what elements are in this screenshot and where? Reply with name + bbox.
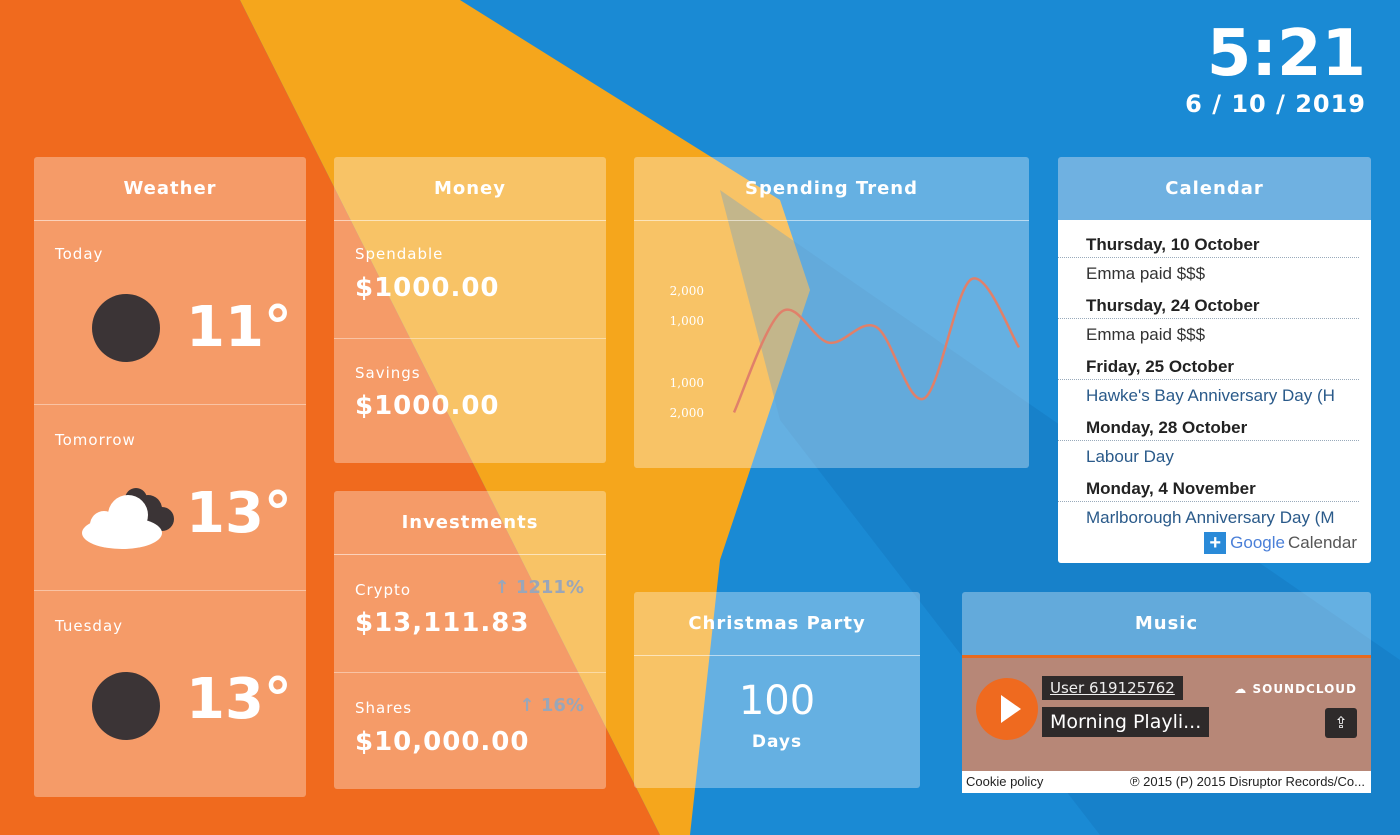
crypto-change-value: 1211% [515,577,584,598]
music-panel: Music User 619125762 Morning Playli... ☁… [962,592,1371,793]
share-button[interactable]: ⇪ [1325,708,1357,738]
crypto-label: Crypto [355,581,412,599]
investments-panel: Investments Crypto ↑ 1211% $13,111.83 Sh… [334,491,606,789]
moon-icon [92,294,160,362]
soundcloud-icon: ☁ [1234,682,1253,696]
google-wordmark: Google [1230,533,1285,552]
calendar-day: Monday, 28 October [1058,411,1359,441]
money-panel: Money Spendable $1000.00 Savings $1000.0… [334,157,606,463]
calendar-event[interactable]: Hawke's Bay Anniversary Day (H [1086,386,1335,405]
clock: 5:21 6 / 10 / 2019 [1185,18,1366,118]
spending-trend-chart: 2,000 1,000 1,000 2,000 [670,277,1021,420]
weather-panel: Weather Today 11° Tomorrow 13° Tuesday 1… [34,157,306,797]
weather-temp: 13° [186,481,292,546]
countdown-panel: Christmas Party 100 Days [634,592,920,788]
calendar-event[interactable]: Emma paid $$$ [1086,264,1206,283]
calendar-event[interactable]: Labour Day [1086,447,1174,466]
countdown-unit: Days [751,732,803,752]
y-tick-label: 1,000 [670,314,704,328]
calendar-event[interactable]: Marlborough Anniversary Day (M [1086,508,1335,527]
soundcloud-user-link[interactable]: User 619125762 [1042,676,1183,700]
calendar-title: Calendar [1058,157,1371,221]
soundcloud-logo[interactable]: ☁ SOUNDCLOUD [1234,682,1357,696]
arrow-up-icon: ↑ [519,695,541,716]
cloud-icon [82,488,174,549]
plus-icon: + [1204,532,1227,554]
crypto-change: ↑ 1211% [495,577,585,598]
countdown-value: 100 [738,678,816,724]
spending-series-line [732,277,1021,413]
shares-value: $10,000.00 [355,727,530,757]
weather-temp: 11° [186,295,292,360]
y-tick-label: 2,000 [670,406,704,420]
music-title: Music [962,592,1371,656]
soundcloud-brand: SOUNDCLOUD [1252,682,1357,696]
calendar-day: Friday, 25 October [1058,350,1359,380]
y-tick-label: 1,000 [670,376,704,390]
divider [334,338,606,339]
savings-label: Savings [355,364,421,382]
calendar-day: Monday, 4 November [1058,472,1359,502]
money-title: Money [334,157,606,221]
calendar-day: Thursday, 24 October [1058,289,1359,319]
clock-time: 5:21 [1206,17,1366,91]
weather-title: Weather [34,157,306,221]
divider [34,404,306,405]
savings-value: $1000.00 [355,391,500,421]
moon-icon [92,672,160,740]
crypto-value: $13,111.83 [355,608,530,638]
investments-title: Investments [334,491,606,555]
weather-day-label: Tuesday [55,617,124,635]
calendar-agenda[interactable]: Thursday, 10 October Emma paid $$$ Thurs… [1058,220,1371,563]
weather-day-label: Today [55,245,104,263]
shares-label: Shares [355,699,413,717]
spending-trend-panel: Spending Trend 2,000 1,000 1,000 2,000 [634,157,1029,468]
calendar-event[interactable]: Emma paid $$$ [1086,325,1206,344]
calendar-panel: Calendar Thursday, 10 October Emma paid … [1058,157,1371,563]
shares-change: ↑ 16% [520,695,584,716]
player-footer: Cookie policy ℗ 2015 (P) 2015 Disruptor … [962,771,1371,793]
weather-day-label: Tomorrow [55,431,136,449]
calendar-wordmark: Calendar [1288,533,1357,552]
soundcloud-player: User 619125762 Morning Playli... ☁ SOUND… [962,655,1371,793]
divider [334,672,606,673]
spending-trend-title: Spending Trend [634,157,1029,221]
cookie-policy-link[interactable]: Cookie policy [966,774,1044,789]
divider [34,590,306,591]
shares-change-value: 16% [540,695,584,716]
track-title[interactable]: Morning Playli... [1042,707,1210,737]
google-calendar-button[interactable]: + Google Calendar [1204,531,1357,555]
share-icon: ⇪ [1334,713,1348,732]
copyright-text: ℗ 2015 (P) 2015 Disruptor Records/Co... [1129,774,1365,789]
spendable-value: $1000.00 [355,273,500,303]
calendar-day: Thursday, 10 October [1058,228,1359,258]
weather-temp: 13° [186,667,292,732]
play-button[interactable] [976,678,1038,740]
clock-date: 6 / 10 / 2019 [1185,90,1366,118]
arrow-up-icon: ↑ [494,577,516,598]
y-tick-label: 2,000 [670,284,704,298]
countdown-title: Christmas Party [634,592,920,656]
spendable-label: Spendable [355,245,444,263]
